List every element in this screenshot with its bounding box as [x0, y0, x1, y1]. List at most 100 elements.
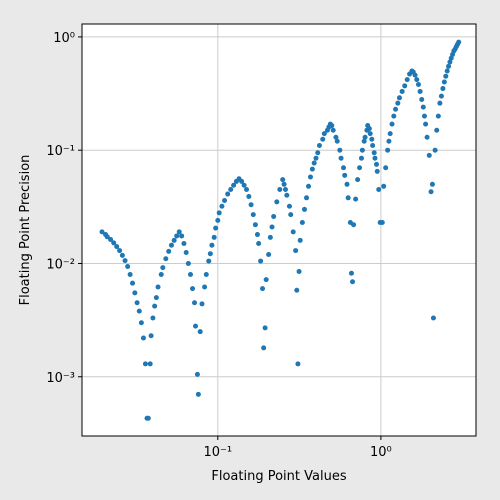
point [311, 160, 317, 166]
point [266, 252, 272, 258]
point [333, 134, 339, 140]
point [160, 265, 166, 271]
point [213, 225, 219, 231]
point [423, 121, 429, 127]
point [304, 195, 310, 201]
plot-area [82, 24, 476, 436]
point [290, 229, 296, 235]
y-tick-label: 10⁻¹ [46, 144, 75, 159]
point [284, 192, 290, 198]
point [330, 127, 336, 133]
point [294, 287, 300, 293]
point [216, 210, 222, 216]
point [446, 63, 452, 69]
point [367, 131, 373, 137]
point [179, 233, 185, 239]
point [345, 195, 351, 201]
point [440, 86, 446, 92]
point [239, 178, 245, 184]
point [421, 113, 427, 119]
point [456, 39, 462, 45]
point [163, 256, 169, 262]
point [412, 72, 418, 78]
point [122, 258, 128, 264]
point [387, 131, 393, 137]
point [244, 186, 250, 192]
point [281, 181, 287, 187]
y-tick-label: 10⁻³ [46, 371, 75, 386]
point [190, 286, 196, 292]
point [254, 232, 260, 238]
point [321, 131, 327, 137]
point [415, 82, 421, 88]
point [99, 229, 105, 235]
point [248, 202, 254, 208]
point [269, 224, 275, 230]
point [261, 345, 267, 351]
point [426, 152, 432, 158]
point [307, 174, 313, 180]
point [145, 415, 151, 421]
point [288, 212, 294, 218]
point [211, 234, 217, 240]
point [297, 237, 303, 243]
point [130, 280, 136, 286]
point [395, 100, 401, 106]
point [174, 233, 180, 239]
point [197, 329, 203, 335]
point [341, 165, 347, 171]
point [344, 181, 350, 187]
point [136, 308, 142, 314]
point [361, 138, 367, 144]
point [155, 284, 161, 290]
point [441, 79, 447, 85]
point [231, 182, 237, 188]
point [353, 196, 359, 202]
point [252, 222, 258, 228]
point [444, 68, 450, 74]
point [417, 88, 423, 94]
point [263, 277, 269, 283]
point [362, 134, 368, 140]
point [357, 165, 363, 171]
point [207, 251, 213, 257]
point [168, 242, 174, 248]
point [351, 222, 357, 228]
point [381, 183, 387, 189]
point [203, 271, 209, 277]
point [127, 271, 133, 277]
point [393, 106, 399, 112]
point [125, 264, 131, 270]
point [309, 166, 315, 172]
point [192, 300, 198, 306]
point [385, 147, 391, 153]
point [438, 93, 444, 99]
point [429, 181, 435, 187]
point [424, 134, 430, 140]
point [376, 186, 382, 192]
point [171, 237, 177, 243]
point [256, 241, 262, 247]
point [194, 371, 200, 377]
point [274, 199, 280, 205]
point [329, 123, 335, 129]
point [108, 236, 114, 242]
point [374, 168, 380, 174]
point [391, 113, 397, 119]
point [176, 229, 182, 235]
point [134, 300, 140, 306]
point [241, 182, 247, 188]
point [447, 59, 453, 65]
point [215, 217, 221, 223]
point [187, 271, 193, 277]
point [280, 177, 286, 183]
point [225, 191, 231, 197]
point [299, 220, 305, 226]
point [337, 147, 343, 153]
point [315, 150, 321, 156]
point [389, 121, 395, 127]
point [183, 250, 189, 256]
point [371, 150, 377, 156]
